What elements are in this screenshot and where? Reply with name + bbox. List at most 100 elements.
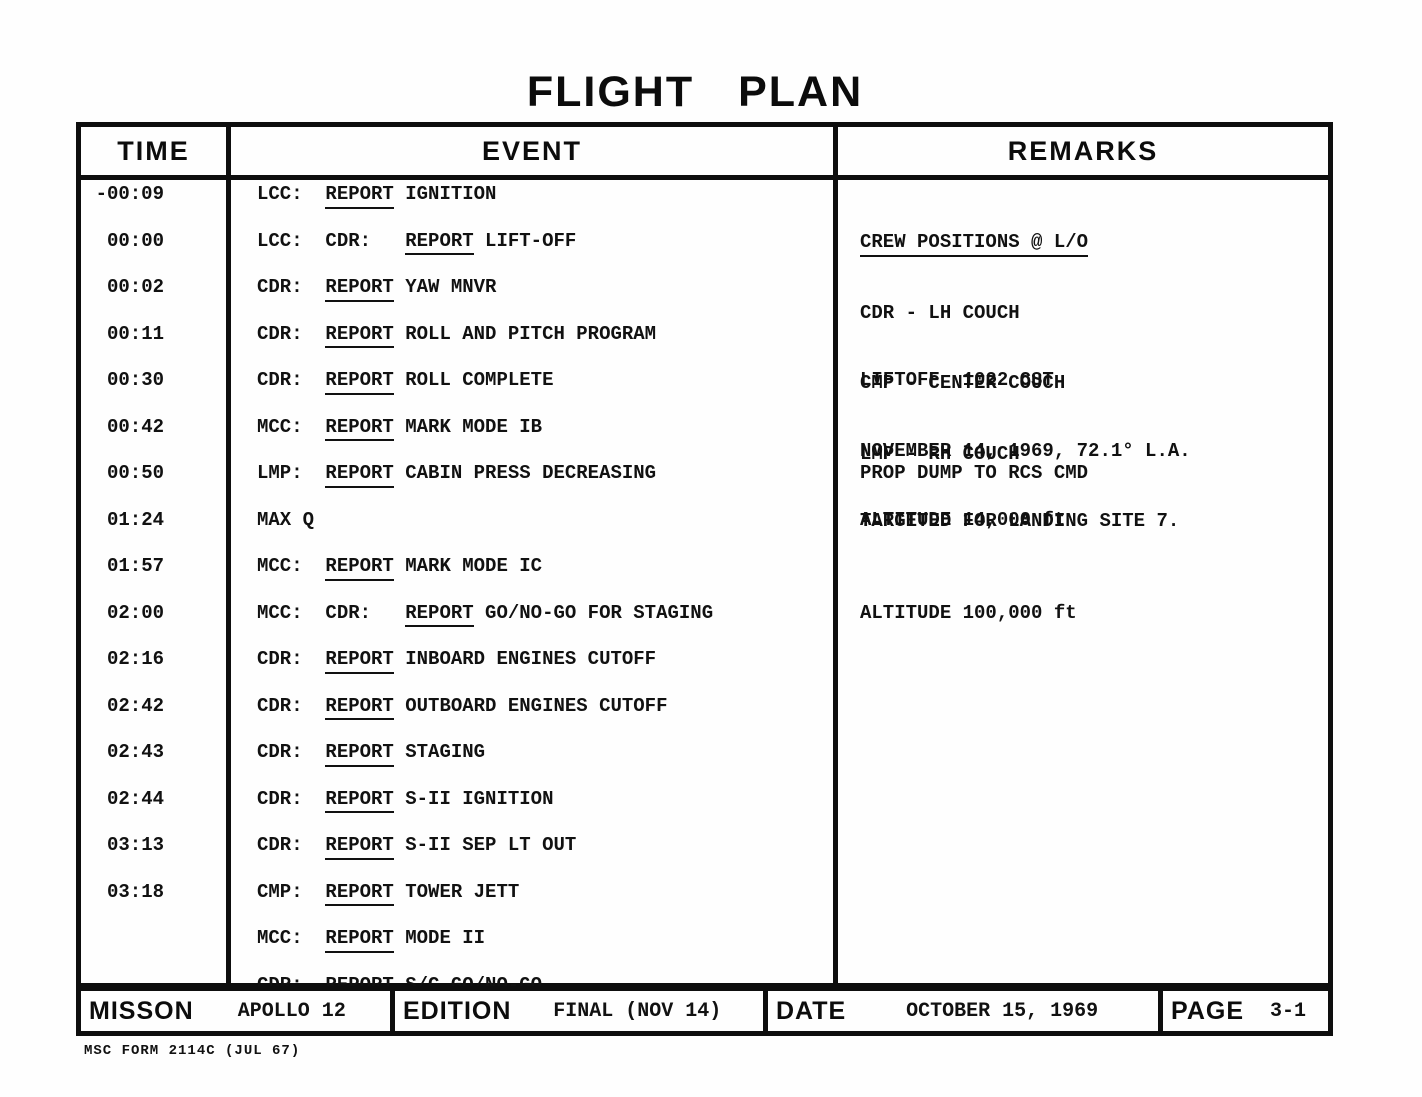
time-column: -00:09 00:00 00:02 00:11 00:30 00:42 00:… <box>81 180 231 988</box>
mission-value: APOLLO 12 <box>237 999 346 1023</box>
remark-line: ALTITUDE 14,000 ft <box>860 509 1066 531</box>
time-cell: 01:57 <box>106 555 164 577</box>
event-speakers: CDR: <box>257 369 326 391</box>
remark-liftoff: LIFTOFF 1022 CST NOVEMBER 14, 1969, 72.1… <box>860 322 1191 581</box>
event-row: CDR: REPORT YAW MNVR <box>231 276 833 323</box>
event-row: CDR: REPORT INBOARD ENGINES CUTOFF <box>231 648 833 695</box>
remark-line: TARGETED FOR LANDING SITE 7. <box>860 510 1180 532</box>
event-underlined: REPORT <box>325 787 394 813</box>
date-label: DATE <box>776 996 847 1025</box>
column-header-event: EVENT <box>231 127 838 175</box>
time-cell: 01:24 <box>106 508 164 531</box>
event-text: TOWER JETT <box>393 880 520 903</box>
event-text: ROLL AND PITCH PROGRAM <box>393 322 657 345</box>
event-text: CABIN PRESS DECREASING <box>393 462 657 484</box>
event-text: MARK MODE IB <box>393 415 543 438</box>
table-body: -00:09 00:00 00:02 00:11 00:30 00:42 00:… <box>81 180 1328 988</box>
footer-bar: MISSON APOLLO 12 EDITION FINAL (NOV 14) … <box>76 986 1333 1036</box>
time-cell: 00:42 <box>106 415 164 438</box>
page-value: 3-1 <box>1270 999 1307 1023</box>
event-underlined: REPORT <box>405 601 474 627</box>
event-underlined: REPORT <box>325 415 394 441</box>
event-underlined: REPORT <box>325 322 394 348</box>
time-cell: 00:00 <box>106 229 164 252</box>
event-row: LCC: REPORT IGNITION <box>231 183 833 230</box>
event-underlined: REPORT <box>325 183 394 209</box>
remark-line: LMP - RH COUCH <box>860 442 1020 465</box>
event-speakers: CDR: <box>257 648 326 670</box>
event-underlined: REPORT <box>325 694 394 720</box>
time-cell: -00:09 <box>95 183 164 205</box>
event-row: CDR: REPORT S-II IGNITION <box>231 787 833 835</box>
event-underlined: REPORT <box>325 834 394 860</box>
edition-value: FINAL (NOV 14) <box>553 999 722 1023</box>
time-cell: 00:30 <box>106 369 164 391</box>
column-header-remarks: REMARKS <box>1007 135 1159 166</box>
event-text: S-II SEP LT OUT <box>393 834 577 856</box>
time-cell: 02:43 <box>106 741 164 763</box>
remark-line: CMP - CENTER COUCH <box>860 372 1066 394</box>
time-cell: 00:02 <box>106 276 164 298</box>
event-speakers: MAX Q <box>257 508 315 531</box>
page-label: PAGE <box>1171 996 1244 1025</box>
table-header-row: TIME EVENT REMARKS <box>81 127 1328 180</box>
event-text: YAW MNVR <box>393 276 497 298</box>
event-speakers: LCC: <box>257 183 326 205</box>
remark-line: ALTITUDE 100,000 ft <box>860 602 1077 624</box>
remark-line: LIFTOFF 1022 CST <box>860 369 1054 391</box>
time-cell: 02:44 <box>106 787 164 810</box>
event-text: MARK MODE IC <box>393 555 543 577</box>
remark-crew-positions: CREW POSITIONS @ L/O CDR - LH COUCH CMP … <box>860 184 1089 513</box>
event-underlined: REPORT <box>325 369 394 395</box>
event-text: IGNITION <box>393 183 497 205</box>
event-speakers: CDR: <box>257 322 326 345</box>
event-underlined: REPORT <box>325 880 394 906</box>
remark-line: CDR - LH COUCH <box>860 301 1020 324</box>
event-speakers: LMP: <box>257 462 326 484</box>
column-header-time: TIME <box>81 127 231 175</box>
event-row: MCC: REPORT MARK MODE IB <box>231 415 833 463</box>
event-row: CDR: REPORT S-II SEP LT OUT <box>231 834 833 881</box>
time-cell: 00:50 <box>106 462 164 484</box>
remark-heading: CREW POSITIONS @ L/O <box>860 231 1089 257</box>
event-text: GO/NO-GO FOR STAGING <box>473 601 714 624</box>
event-text: INBOARD ENGINES CUTOFF <box>393 648 657 670</box>
event-text: S/C GO/NO-GO <box>393 973 543 989</box>
event-speakers: MCC: CDR: <box>257 601 406 624</box>
event-speakers: CDR: <box>257 834 326 856</box>
event-row: MCC: REPORT MODE II <box>231 927 833 974</box>
remarks-column: CREW POSITIONS @ L/O CDR - LH COUCH CMP … <box>838 180 1328 988</box>
event-speakers: CDR: <box>257 787 326 810</box>
flight-plan-table: TIME EVENT REMARKS -00:09 00:00 00:02 00… <box>76 122 1333 988</box>
remark-altitude-14000: ALTITUDE 14,000 ft <box>860 462 1065 580</box>
remark-line: NOVEMBER 14, 1969, 72.1° L.A. <box>860 439 1191 462</box>
event-column: LCC: REPORT IGNITION LCC: CDR: REPORT LI… <box>231 180 838 988</box>
event-speakers: CDR: <box>257 973 326 989</box>
event-text: S-II IGNITION <box>393 787 554 810</box>
event-row: MAX Q <box>231 509 833 556</box>
remark-prop-dump: PROP DUMP TO RCS CMD <box>860 415 1088 533</box>
time-cell: 02:42 <box>106 694 164 717</box>
time-cell <box>81 927 226 974</box>
event-row: CDR: REPORT OUTBOARD ENGINES CUTOFF <box>231 694 833 742</box>
event-underlined: REPORT <box>325 927 394 953</box>
event-row: CDR: REPORT ROLL AND PITCH PROGRAM <box>231 322 833 370</box>
form-number-note: MSC FORM 2114C (JUL 67) <box>84 1043 301 1059</box>
mission-label: MISSON <box>89 996 194 1025</box>
page-title: FLIGHT PLAN <box>526 68 864 116</box>
remark-line: PROP DUMP TO RCS CMD <box>860 462 1089 484</box>
time-cell: 03:13 <box>106 834 164 856</box>
event-speakers: MCC: <box>257 415 326 438</box>
event-speakers: MCC: <box>257 555 326 577</box>
event-text: LIFT-OFF <box>473 229 577 252</box>
event-row: LCC: CDR: REPORT LIFT-OFF <box>231 229 833 277</box>
footer-mission-cell: MISSON APOLLO 12 <box>81 991 395 1031</box>
event-underlined: REPORT <box>325 973 394 988</box>
date-value: OCTOBER 15, 1969 <box>906 999 1099 1023</box>
event-row: CMP: REPORT TOWER JETT <box>231 880 833 928</box>
event-underlined: REPORT <box>325 741 394 767</box>
event-underlined: REPORT <box>325 648 394 674</box>
edition-label: EDITION <box>403 996 512 1025</box>
footer-date-cell: DATE OCTOBER 15, 1969 <box>768 991 1163 1031</box>
